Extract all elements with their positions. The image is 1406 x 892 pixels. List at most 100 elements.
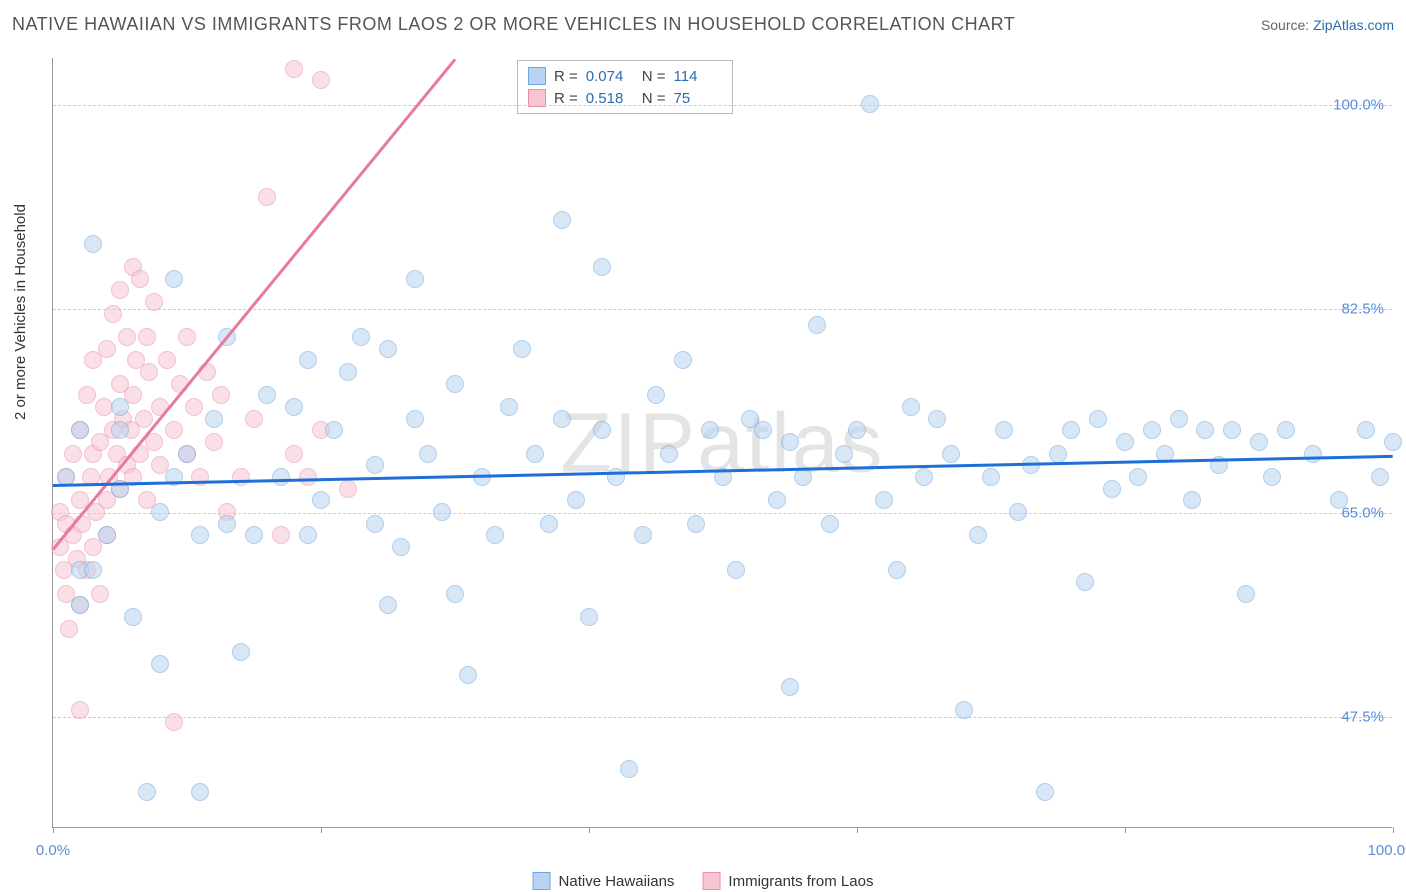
scatter-point-a: [1223, 421, 1241, 439]
scatter-point-a: [1103, 480, 1121, 498]
legend-item: Native Hawaiians: [533, 872, 675, 890]
scatter-point-a: [366, 456, 384, 474]
scatter-point-a: [98, 526, 116, 544]
scatter-point-a: [84, 561, 102, 579]
scatter-point-a: [1116, 433, 1134, 451]
scatter-point-a: [165, 270, 183, 288]
scatter-point-a: [151, 655, 169, 673]
scatter-point-a: [660, 445, 678, 463]
scatter-point-a: [969, 526, 987, 544]
scatter-point-a: [218, 515, 236, 533]
scatter-point-a: [1089, 410, 1107, 428]
y-tick-label: 100.0%: [1333, 96, 1384, 113]
x-tick: [53, 827, 54, 833]
scatter-point-a: [111, 398, 129, 416]
scatter-point-a: [995, 421, 1013, 439]
x-tick: [1125, 827, 1126, 833]
scatter-point-b: [245, 410, 263, 428]
scatter-point-b: [232, 468, 250, 486]
scatter-point-a: [915, 468, 933, 486]
scatter-point-a: [567, 491, 585, 509]
series-legend: Native Hawaiians Immigrants from Laos: [533, 872, 874, 890]
scatter-point-b: [111, 281, 129, 299]
scatter-point-b: [71, 701, 89, 719]
y-axis-label: 2 or more Vehicles in Household: [12, 204, 29, 420]
scatter-point-b: [178, 328, 196, 346]
scatter-point-a: [1250, 433, 1268, 451]
n-value: 114: [674, 68, 722, 85]
scatter-point-a: [299, 351, 317, 369]
scatter-point-a: [1304, 445, 1322, 463]
scatter-point-a: [433, 503, 451, 521]
x-tick: [1393, 827, 1394, 833]
scatter-point-b: [91, 585, 109, 603]
legend-swatch: [702, 872, 720, 890]
scatter-point-a: [272, 468, 290, 486]
scatter-point-b: [165, 421, 183, 439]
scatter-point-a: [459, 666, 477, 684]
stats-row: R = 0.518 N = 75: [528, 87, 722, 109]
scatter-point-a: [540, 515, 558, 533]
y-tick-label: 47.5%: [1341, 709, 1384, 726]
scatter-point-a: [1263, 468, 1281, 486]
scatter-point-a: [727, 561, 745, 579]
scatter-point-b: [285, 60, 303, 78]
scatter-point-b: [285, 445, 303, 463]
scatter-point-a: [406, 410, 424, 428]
scatter-point-b: [299, 468, 317, 486]
scatter-point-a: [821, 515, 839, 533]
gridline: [53, 513, 1392, 514]
scatter-point-a: [1330, 491, 1348, 509]
scatter-point-a: [674, 351, 692, 369]
scatter-point-a: [1237, 585, 1255, 603]
scatter-point-b: [135, 410, 153, 428]
scatter-point-b: [258, 188, 276, 206]
scatter-point-a: [1036, 783, 1054, 801]
scatter-point-a: [754, 421, 772, 439]
scatter-point-a: [366, 515, 384, 533]
scatter-point-b: [104, 305, 122, 323]
scatter-point-a: [553, 211, 571, 229]
scatter-point-a: [875, 491, 893, 509]
stats-row: R = 0.074 N = 114: [528, 65, 722, 87]
scatter-point-a: [446, 585, 464, 603]
scatter-point-a: [1371, 468, 1389, 486]
scatter-point-b: [165, 713, 183, 731]
scatter-point-a: [955, 701, 973, 719]
scatter-point-a: [513, 340, 531, 358]
scatter-point-a: [232, 643, 250, 661]
scatter-point-b: [131, 270, 149, 288]
n-label: N =: [642, 68, 666, 85]
scatter-point-a: [593, 258, 611, 276]
scatter-point-a: [1062, 421, 1080, 439]
scatter-point-a: [861, 95, 879, 113]
scatter-point-a: [553, 410, 571, 428]
scatter-point-a: [325, 421, 343, 439]
scatter-point-a: [379, 596, 397, 614]
scatter-point-b: [145, 293, 163, 311]
scatter-point-a: [379, 340, 397, 358]
scatter-point-a: [1129, 468, 1147, 486]
x-tick: [321, 827, 322, 833]
chart-title: NATIVE HAWAIIAN VS IMMIGRANTS FROM LAOS …: [12, 14, 1015, 35]
scatter-point-b: [205, 433, 223, 451]
scatter-chart: ZIPatlas R = 0.074 N = 114 R = 0.518 N =…: [52, 58, 1392, 828]
scatter-point-b: [212, 386, 230, 404]
scatter-point-a: [1357, 421, 1375, 439]
scatter-point-a: [1076, 573, 1094, 591]
scatter-point-a: [299, 526, 317, 544]
source-link[interactable]: ZipAtlas.com: [1313, 17, 1394, 33]
scatter-point-a: [205, 410, 223, 428]
scatter-point-a: [1143, 421, 1161, 439]
scatter-point-a: [593, 421, 611, 439]
scatter-point-a: [124, 608, 142, 626]
scatter-point-b: [158, 351, 176, 369]
r-value: 0.074: [586, 68, 634, 85]
legend-item: Immigrants from Laos: [702, 872, 873, 890]
scatter-point-a: [808, 316, 826, 334]
scatter-point-a: [781, 433, 799, 451]
scatter-point-b: [140, 363, 158, 381]
scatter-point-a: [178, 445, 196, 463]
scatter-point-a: [352, 328, 370, 346]
y-tick-label: 65.0%: [1341, 505, 1384, 522]
